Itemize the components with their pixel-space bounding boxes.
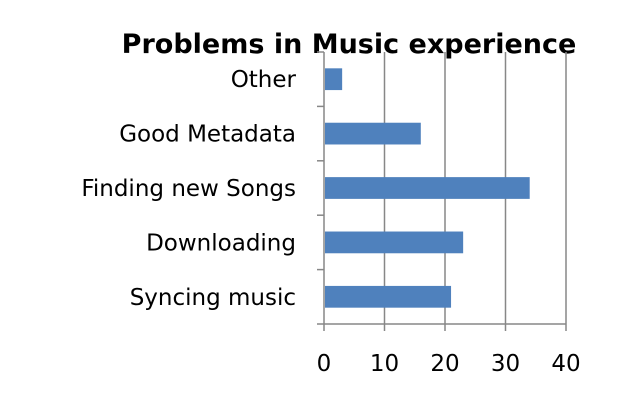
category-label-syncing-music: Syncing music — [130, 285, 296, 311]
x-tick-label-0: 0 — [317, 351, 332, 377]
category-labels: Other Good Metadata Finding new Songs Downl… — [81, 67, 296, 311]
bar-finding-new-songs — [325, 177, 530, 199]
x-tick-label-30: 30 — [491, 351, 520, 377]
bar-other — [325, 68, 343, 91]
x-tick-label-40: 40 — [551, 351, 580, 377]
category-label-good-metadata: Good Metadata — [119, 122, 296, 148]
bar-good-metadata — [325, 122, 421, 145]
chart-title: Problems in Music experience — [122, 29, 577, 60]
category-label-downloading: Downloading — [146, 230, 296, 256]
category-label-other: Other — [231, 67, 297, 93]
bars — [325, 68, 530, 308]
bar-downloading — [325, 231, 464, 254]
x-tick-label-20: 20 — [430, 351, 459, 377]
tick-labels: 0 10 20 30 40 — [317, 351, 581, 377]
category-label-finding-new-songs: Finding new Songs — [81, 176, 296, 202]
bar-syncing-music — [325, 285, 452, 308]
axes — [317, 51, 566, 331]
x-tick-label-10: 10 — [370, 351, 399, 377]
